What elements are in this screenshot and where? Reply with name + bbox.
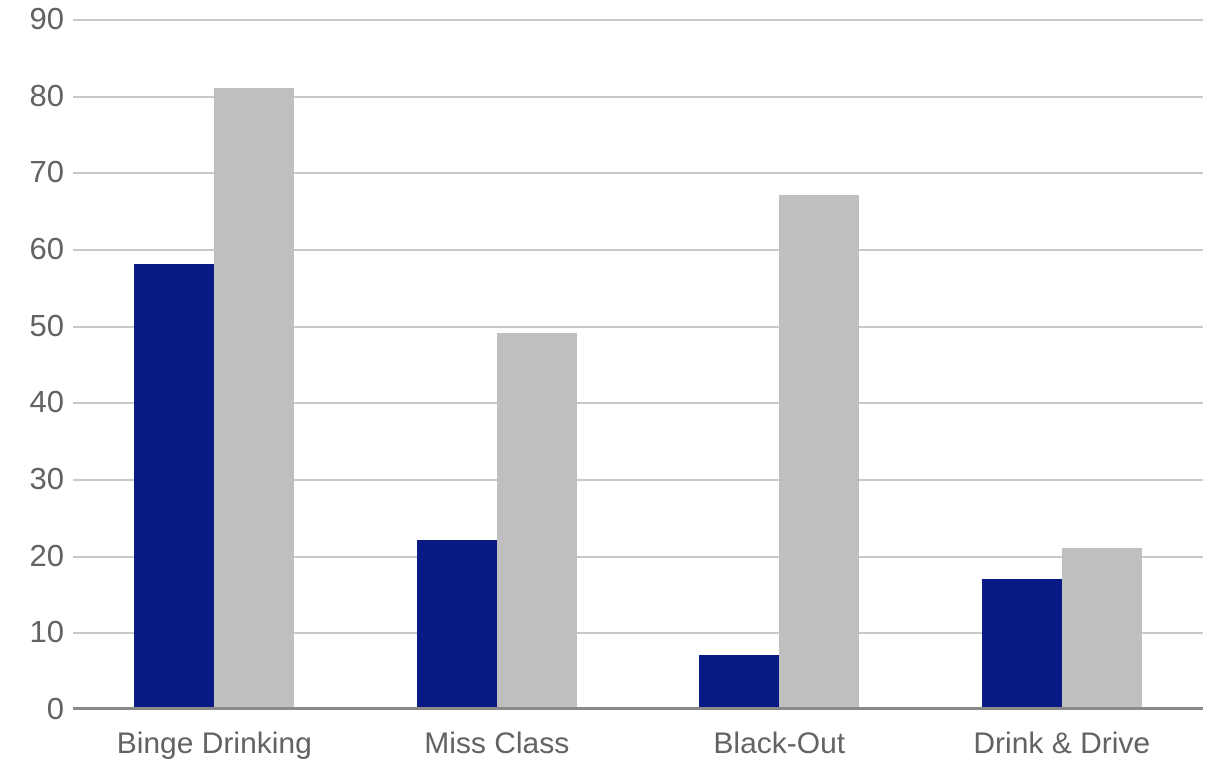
gridline-90 (73, 19, 1203, 21)
bar-group-drink-drive (921, 0, 1204, 709)
bar-group-black-out (638, 0, 921, 709)
y-tick-label-30: 30 (29, 461, 64, 496)
x-axis-labels: Binge Drinking Miss Class Black-Out Drink &… (73, 724, 1203, 764)
bar-group-binge-drinking (73, 0, 356, 709)
gridline-50 (73, 325, 1203, 328)
x-category-label-binge-drinking: Binge Drinking (116, 727, 312, 760)
gridline-60 (73, 249, 1203, 251)
x-category-label-black-out: Black-Out (713, 727, 846, 760)
bar-miss-class-gray-series (496, 333, 577, 709)
bar-groups (73, 0, 1203, 709)
x-category-label-drink-drive: Drink & Drive (973, 727, 1151, 760)
gridline-70 (73, 172, 1203, 175)
bar-miss-class-navy-series (416, 540, 497, 709)
x-category-label-miss-class: Miss Class (424, 727, 570, 760)
bar-binge-drinking-navy-series (134, 264, 215, 709)
gridline-30 (73, 479, 1203, 481)
plot-area (73, 0, 1203, 710)
bar-drink-drive-navy-series (981, 578, 1062, 709)
bar-drink-drive-gray-series (1061, 548, 1142, 709)
bar-black-out-gray-series (779, 195, 860, 709)
y-axis: 0 10 20 30 40 50 60 70 80 90 (0, 0, 66, 774)
y-tick-label-10: 10 (29, 614, 64, 650)
gridline-80 (73, 95, 1203, 98)
y-tick-label-20: 20 (29, 537, 64, 573)
y-tick-label-40: 40 (29, 384, 64, 420)
y-tick-label-50: 50 (29, 307, 64, 343)
bar-group-miss-class (356, 0, 639, 709)
y-tick-label-60: 60 (29, 231, 64, 266)
y-tick-label-0: 0 (46, 691, 64, 726)
y-tick-label-80: 80 (29, 77, 64, 113)
y-tick-label-70: 70 (29, 154, 64, 190)
gridline-10 (73, 632, 1203, 635)
x-axis-line (73, 707, 1203, 710)
bar-black-out-navy-series (699, 655, 780, 709)
gridline-20 (73, 555, 1203, 558)
y-tick-label-90: 90 (29, 1, 64, 36)
gridline-40 (73, 402, 1203, 405)
bar-binge-drinking-gray-series (214, 88, 295, 709)
